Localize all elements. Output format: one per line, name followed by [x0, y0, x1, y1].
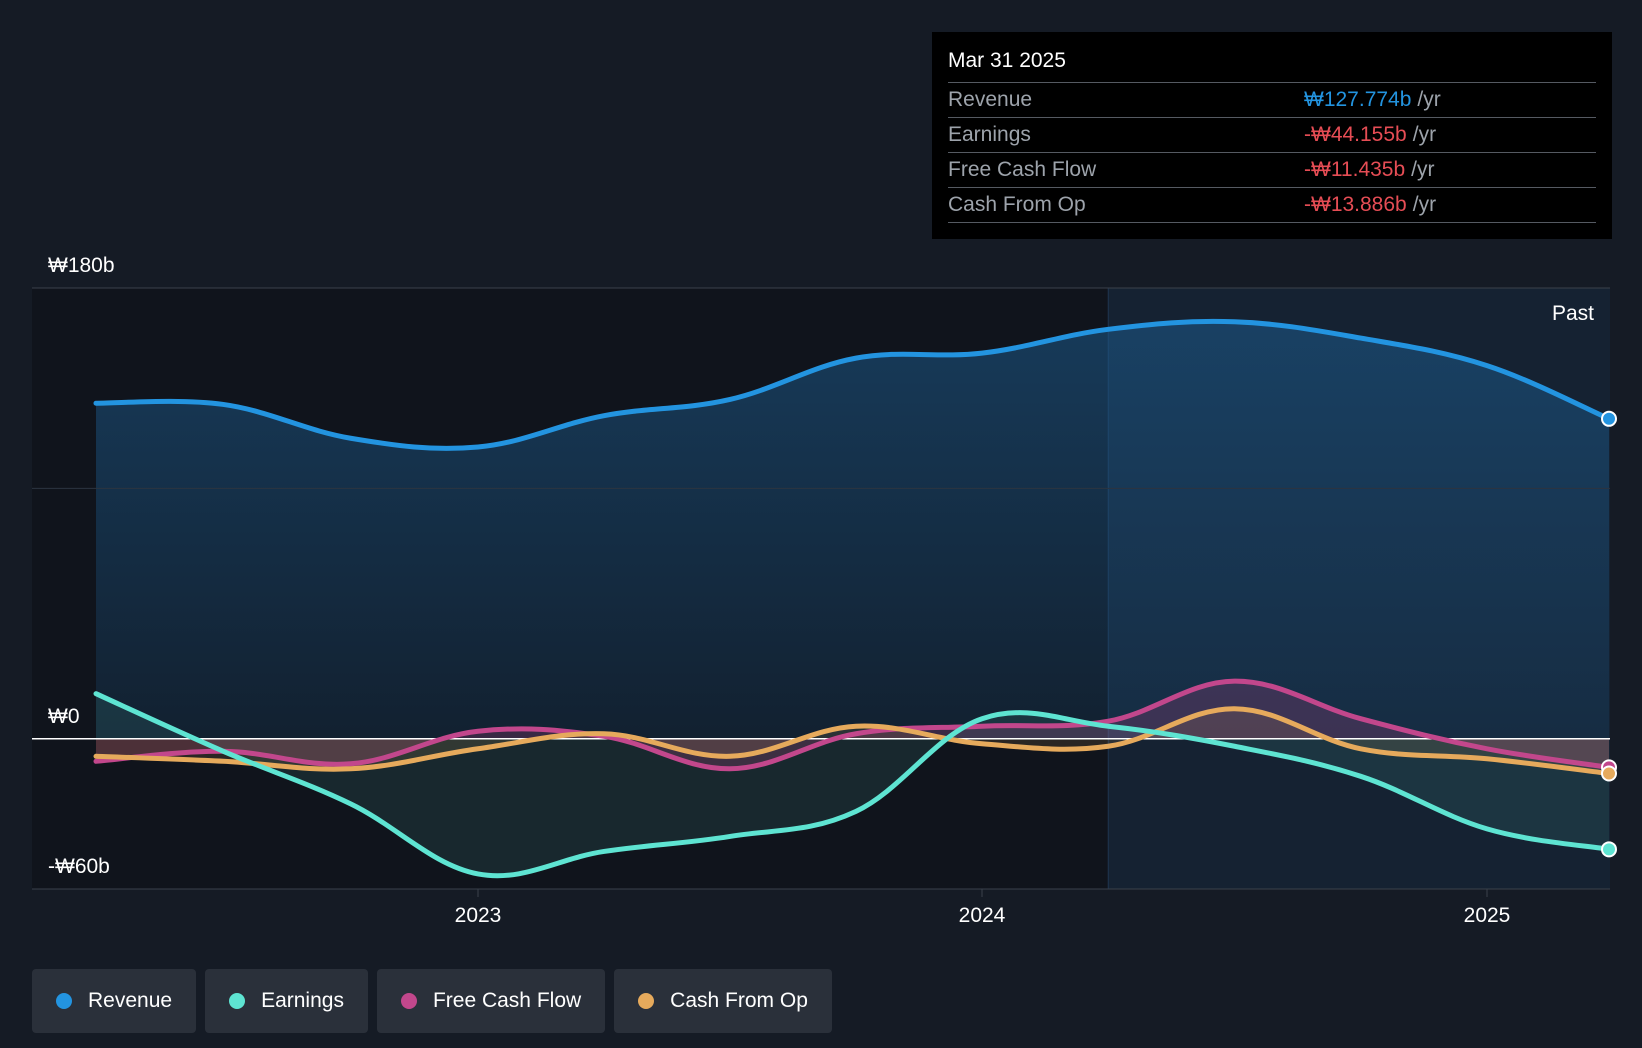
tooltip-row-earnings: Earnings -₩44.155b /yr [948, 118, 1596, 153]
legend-dot-icon [229, 993, 246, 1009]
end-dot-earnings [1601, 841, 1617, 858]
y-tick-label: -₩60b [48, 855, 110, 878]
end-dot-cash-from-op [1601, 765, 1617, 782]
legend-item-earnings[interactable]: Earnings [205, 969, 368, 1033]
x-tick-label: 2024 [959, 904, 1006, 927]
tooltip-value: -₩13.886b [1304, 193, 1407, 216]
legend-item-free-cash-flow[interactable]: Free Cash Flow [376, 969, 606, 1033]
legend-dot-icon [638, 993, 655, 1009]
area-revenue [96, 321, 1609, 739]
legend-dot-icon [400, 993, 417, 1009]
x-tick-label: 2025 [1464, 904, 1511, 927]
end-dot-revenue [1601, 410, 1617, 427]
tooltip-label: Free Cash Flow [948, 158, 1097, 181]
tooltip-row-revenue: Revenue ₩127.774b /yr [948, 83, 1596, 118]
area-free-cash-flow [96, 681, 1609, 769]
legend: Revenue Earnings Free Cash Flow Cash Fro… [32, 969, 832, 1033]
tooltip-panel: Mar 31 2025 Revenue ₩127.774b /yr Earnin… [932, 32, 1612, 239]
tooltip-label: Earnings [948, 123, 1031, 146]
tooltip-value: -₩11.435b [1304, 158, 1406, 181]
y-tick-label: ₩0 [48, 705, 80, 728]
past-label: Past [1552, 302, 1594, 325]
legend-item-cash-from-op[interactable]: Cash From Op [614, 969, 832, 1033]
tooltip-unit: /yr [1417, 88, 1441, 111]
line-earnings [93, 691, 1612, 879]
line-revenue [93, 318, 1612, 451]
legend-label: Cash From Op [670, 989, 808, 1012]
x-tick-label: 2023 [455, 904, 502, 927]
legend-label: Free Cash Flow [432, 989, 582, 1012]
tooltip-unit: /yr [1411, 158, 1435, 181]
tooltip-unit: /yr [1412, 193, 1437, 216]
legend-item-revenue[interactable]: Revenue [32, 969, 197, 1033]
tooltip-row-free-cash-flow: Free Cash Flow -₩11.435b /yr [948, 153, 1596, 188]
line-cash-from-op [93, 706, 1612, 777]
tooltip-date: Mar 31 2025 [948, 46, 1596, 83]
legend-dot-icon [56, 993, 72, 1009]
y-tick-label: ₩180b [48, 254, 115, 277]
tooltip-label: Revenue [948, 88, 1033, 111]
tooltip-unit: /yr [1412, 123, 1437, 146]
tooltip-value: -₩44.155b [1304, 123, 1407, 146]
tooltip-row-cash-from-op: Cash From Op -₩13.886b /yr [948, 188, 1596, 223]
area-cash-from-op [96, 708, 1609, 774]
tooltip-label: Cash From Op [948, 193, 1086, 216]
legend-label: Earnings [261, 989, 344, 1012]
line-free-cash-flow [93, 678, 1612, 772]
legend-label: Revenue [88, 989, 173, 1012]
tooltip-value: ₩127.774b [1304, 88, 1412, 111]
